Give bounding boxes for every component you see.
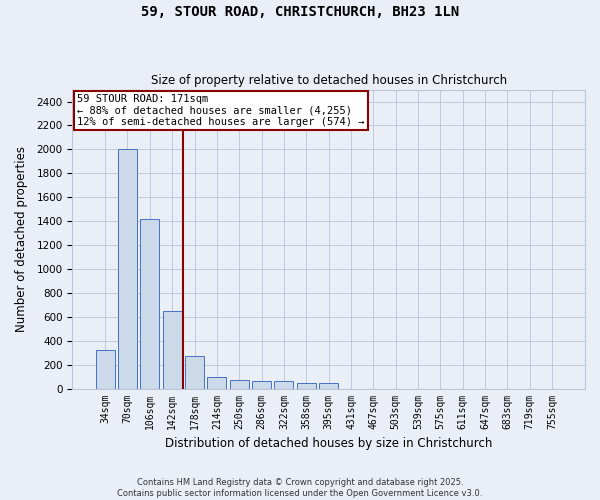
Bar <box>185 356 204 388</box>
Bar <box>118 150 137 388</box>
Bar <box>252 381 271 388</box>
Text: 59 STOUR ROAD: 171sqm
← 88% of detached houses are smaller (4,255)
12% of semi-d: 59 STOUR ROAD: 171sqm ← 88% of detached … <box>77 94 365 127</box>
Bar <box>95 350 115 389</box>
X-axis label: Distribution of detached houses by size in Christchurch: Distribution of detached houses by size … <box>165 437 493 450</box>
Bar <box>208 377 226 388</box>
Title: Size of property relative to detached houses in Christchurch: Size of property relative to detached ho… <box>151 74 507 87</box>
Y-axis label: Number of detached properties: Number of detached properties <box>15 146 28 332</box>
Text: Contains HM Land Registry data © Crown copyright and database right 2025.
Contai: Contains HM Land Registry data © Crown c… <box>118 478 482 498</box>
Bar <box>274 381 293 388</box>
Bar <box>230 380 249 388</box>
Bar <box>319 382 338 388</box>
Bar <box>140 218 160 388</box>
Bar <box>297 382 316 388</box>
Bar <box>163 311 182 388</box>
Text: 59, STOUR ROAD, CHRISTCHURCH, BH23 1LN: 59, STOUR ROAD, CHRISTCHURCH, BH23 1LN <box>141 5 459 19</box>
